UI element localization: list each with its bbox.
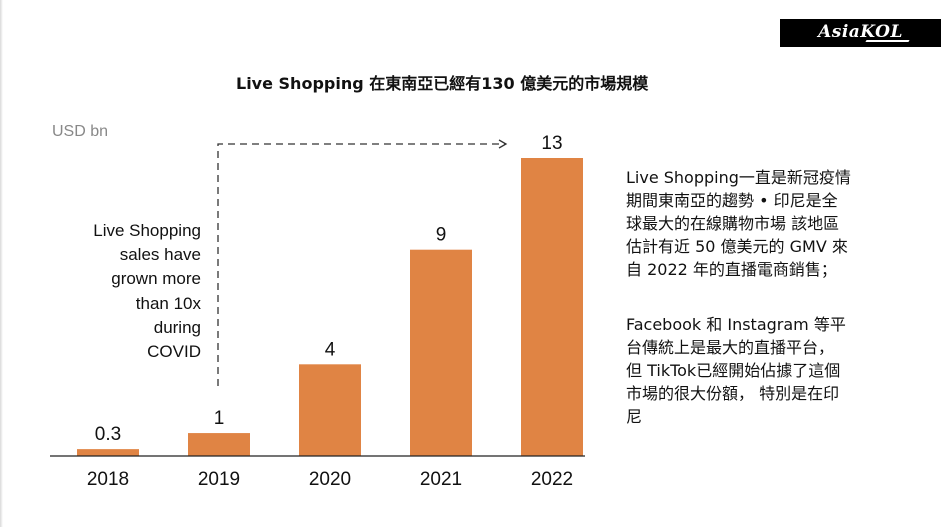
brand-logo-text: AsiaKOL: [818, 22, 903, 42]
y-unit-label: USD bn: [52, 123, 108, 140]
x-tick-label-2021: 2021: [420, 469, 462, 490]
bar-2022: [521, 158, 583, 456]
paragraph-line: 自 2022 年的直播電商銷售；: [626, 260, 837, 279]
x-tick-label-2022: 2022: [531, 469, 573, 490]
paragraph-line: 市場的很大份額， 特別是在印: [626, 384, 840, 403]
bar-2019: [188, 433, 250, 456]
value-label-2019: 1: [214, 408, 225, 429]
annotation-line: than 10x: [135, 293, 201, 313]
paragraph-line: 球最大的在線購物市場 該地區: [626, 214, 840, 233]
growth-arrow: [217, 139, 508, 386]
paragraph-line: 台傳統上是最大的直播平台，: [626, 338, 835, 357]
paragraph-line: Facebook 和 Instagram 等平: [626, 315, 846, 334]
value-label-2022: 13: [541, 133, 562, 154]
bar-2021: [410, 249, 472, 456]
annotation-line: grown more: [111, 269, 201, 289]
paragraph-line: 估計有近 50 億美元的 GMV 來: [626, 237, 848, 256]
annotation-line: COVID: [147, 342, 201, 362]
brand-logo: AsiaKOL: [780, 19, 941, 47]
x-tick-label-2020: 2020: [309, 469, 351, 490]
annotation-line: sales have: [119, 245, 201, 265]
paragraph-line: Live Shopping一直是新冠疫情: [626, 168, 851, 187]
x-tick-label-2019: 2019: [198, 469, 240, 490]
value-label-2020: 4: [325, 339, 336, 360]
paragraph-line: 尼: [626, 407, 643, 426]
growth-annotation: Live Shopping sales have grown more than 10…: [60, 219, 201, 364]
annotation-line: Live Shopping: [93, 221, 201, 240]
text-paragraph-2: Facebook 和 Instagram 等平 台傳統上是最大的直播平台， 但 Ti…: [626, 313, 896, 428]
text-paragraph-1: Live Shopping一直是新冠疫情 期間東南亞的趨勢 • 印尼是全 球最大的在…: [626, 166, 896, 281]
bar-2018: [77, 449, 139, 456]
paragraph-line: 期間東南亞的趨勢 • 印尼是全: [626, 191, 838, 210]
bar-2020: [299, 364, 361, 456]
value-label-2021: 9: [436, 225, 447, 246]
slide-edge-shadow: [0, 0, 3, 527]
x-tick-label-2018: 2018: [87, 469, 129, 490]
paragraph-line: 但 TikTok已經開始佔據了這個: [626, 361, 841, 380]
annotation-line: during: [153, 317, 201, 337]
value-label-2018: 0.3: [95, 424, 121, 445]
slide-title: Live Shopping 在東南亞已經有130 億美元的市場規模: [236, 74, 649, 93]
